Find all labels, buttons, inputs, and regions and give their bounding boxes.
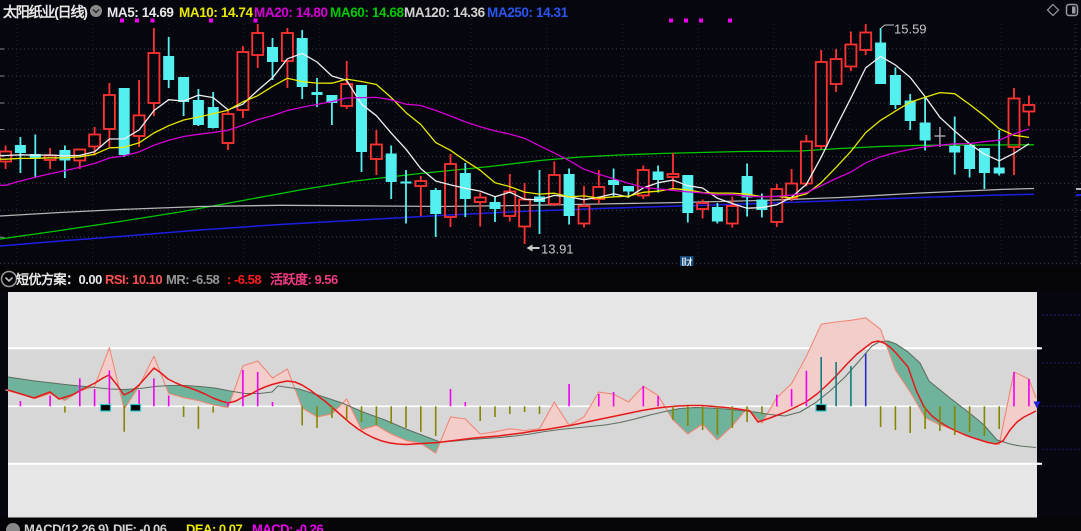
svg-text:MACD(12,26,9): MACD(12,26,9) [24, 522, 109, 531]
svg-text:短优方案：0.00: 短优方案：0.00 [16, 272, 102, 287]
svg-text:13.91: 13.91 [541, 242, 574, 257]
svg-text:活跃度: 9.56: 活跃度: 9.56 [270, 272, 338, 287]
svg-text:RSI: 10.10: RSI: 10.10 [105, 272, 162, 287]
svg-text:MA20: 14.80: MA20: 14.80 [254, 5, 328, 20]
svg-text:DEA: 0.07: DEA: 0.07 [186, 522, 242, 531]
svg-text:: -6.58: : -6.58 [227, 272, 261, 287]
svg-text:MACD: -0.26: MACD: -0.26 [252, 522, 323, 531]
svg-text:MR: -6.58: MR: -6.58 [166, 272, 220, 287]
svg-text:太阳纸业(日线): 太阳纸业(日线) [3, 4, 87, 20]
svg-text:MA10: 14.74: MA10: 14.74 [179, 5, 254, 20]
svg-text:MA5: 14.69: MA5: 14.69 [107, 5, 174, 20]
svg-text:MA250: 14.31: MA250: 14.31 [487, 5, 569, 20]
svg-text:DIF: -0.06: DIF: -0.06 [113, 522, 167, 531]
svg-text:MA60: 14.68: MA60: 14.68 [330, 5, 405, 20]
svg-text:MA120: 14.36: MA120: 14.36 [404, 5, 486, 20]
svg-text:15.59: 15.59 [894, 22, 927, 37]
